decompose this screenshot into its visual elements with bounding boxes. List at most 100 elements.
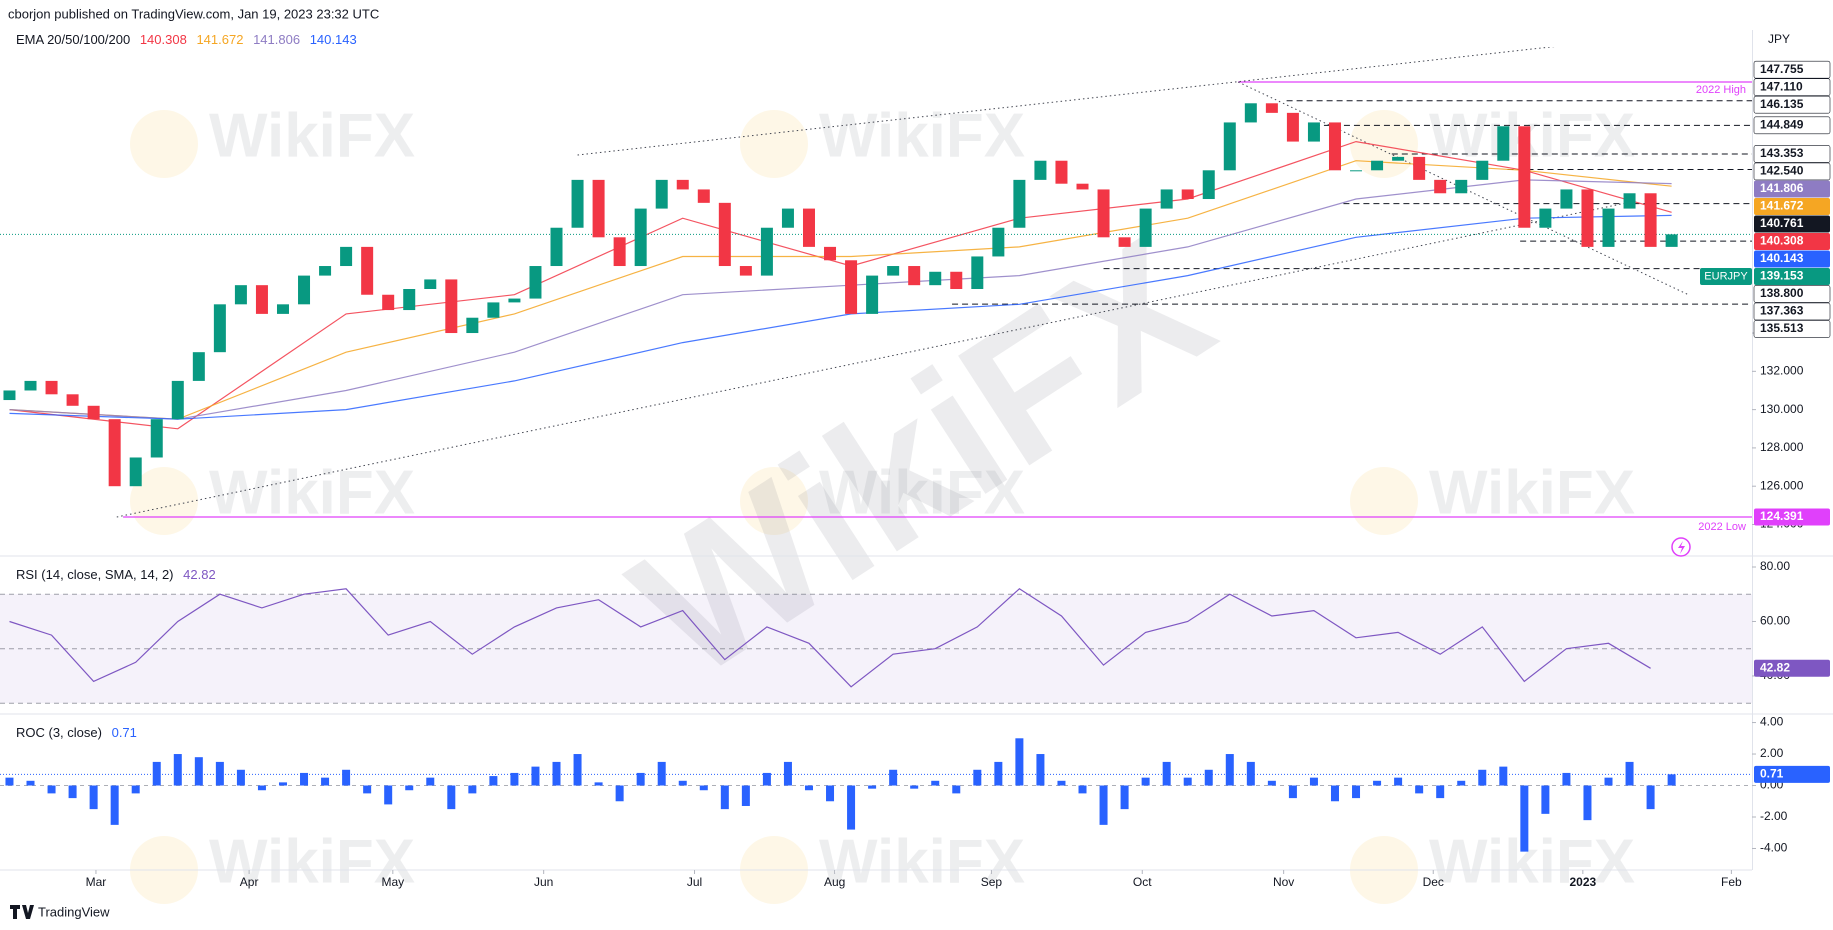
roc-bar — [1499, 766, 1508, 786]
roc-bar — [804, 785, 813, 791]
alert-circle[interactable] — [1671, 537, 1691, 557]
alert-bolt[interactable] — [1678, 541, 1685, 554]
candle-body — [24, 380, 37, 391]
candle-body — [466, 317, 479, 334]
candle-body — [171, 380, 184, 420]
ema-value: 140.308 — [140, 32, 187, 47]
candle-body — [45, 380, 58, 395]
watermark-logo — [740, 467, 808, 535]
price-tag-label: 140.143 — [1760, 251, 1804, 265]
roc-bar — [236, 769, 245, 786]
price-tag — [1754, 232, 1830, 250]
candle-body — [1076, 183, 1089, 190]
candle-body — [424, 279, 437, 290]
roc-bar — [363, 785, 372, 794]
candle-body — [1350, 170, 1363, 172]
roc-bar — [1415, 785, 1424, 794]
roc-bar — [1309, 777, 1318, 786]
candle-body — [1560, 189, 1573, 209]
x-tick-label: Nov — [1273, 875, 1294, 889]
price-tag — [1753, 60, 1831, 79]
roc-title: ROC (3, close) — [16, 725, 102, 740]
candle-body — [1286, 112, 1299, 142]
candle-body — [739, 266, 752, 276]
y-tick-label: 128.000 — [1760, 440, 1804, 454]
roc-bar — [1541, 785, 1550, 814]
roc-bar — [110, 785, 119, 825]
y-tick-label: 60.00 — [1760, 614, 1790, 628]
roc-bar — [1646, 785, 1655, 810]
x-tick-label: Oct — [1133, 875, 1152, 889]
candle-body — [592, 179, 605, 238]
candle-body — [1328, 122, 1341, 171]
roc-bar — [573, 754, 582, 786]
y-tick-label: 2.00 — [1760, 746, 1784, 760]
candle-body — [1581, 189, 1594, 247]
roc-bar — [468, 785, 477, 794]
roc-bar — [257, 785, 266, 791]
price-tag-label: 141.672 — [1760, 199, 1804, 213]
candle-body — [445, 279, 458, 334]
roc-bar — [1520, 785, 1529, 852]
price-tag — [1753, 285, 1831, 303]
price-tag-label: 142.540 — [1760, 164, 1804, 178]
roc-bar — [1078, 785, 1087, 794]
roc-tag-label: 0.71 — [1760, 767, 1784, 781]
roc-bar — [531, 766, 540, 786]
candle-body — [1455, 179, 1468, 194]
brand: TradingView — [38, 904, 110, 919]
candle-body — [529, 266, 542, 299]
roc-bar — [1246, 761, 1255, 786]
candle-body — [382, 294, 395, 311]
candle-body — [298, 275, 311, 305]
y-tick-label: 80.00 — [1760, 559, 1790, 573]
price-tag — [1753, 116, 1831, 135]
x-tick-label: Feb — [1721, 875, 1742, 889]
roc-bar — [657, 761, 666, 786]
price-tag — [1754, 250, 1830, 268]
roc-bar — [762, 772, 771, 786]
roc-bar — [1330, 785, 1339, 802]
candle-body — [1476, 160, 1489, 180]
candle-body — [1644, 193, 1657, 247]
roc-tag — [1754, 765, 1830, 783]
roc-bar — [636, 772, 645, 786]
roc-bar — [1120, 785, 1129, 810]
roc-bar — [342, 769, 351, 786]
price-pane: 2022 High 2022 Low — [0, 47, 1752, 533]
roc-bar — [384, 785, 393, 805]
x-tick-label: Apr — [240, 875, 259, 889]
roc-bar — [826, 785, 835, 802]
candle-body — [487, 302, 500, 318]
candle-body — [1497, 126, 1510, 161]
candle-body — [1202, 170, 1215, 200]
candle-body — [550, 227, 563, 267]
watermark-logo — [130, 110, 198, 178]
currency: JPY — [1768, 32, 1790, 46]
roc-bar — [1625, 761, 1634, 786]
ema-value: 141.806 — [253, 32, 300, 47]
roc-bar — [131, 785, 140, 794]
roc-bar — [910, 785, 919, 789]
candle-body — [908, 266, 921, 286]
roc-bar — [1667, 774, 1676, 786]
roc-bar — [510, 772, 519, 786]
roc-bar — [89, 785, 98, 810]
candle-body — [403, 289, 416, 311]
price-tag-label: 137.363 — [1760, 304, 1804, 318]
price-tag-label: 147.755 — [1760, 62, 1804, 76]
watermark: WikiFX — [209, 827, 415, 896]
ema-line — [9, 214, 1672, 420]
candle-body — [1665, 234, 1678, 247]
rsi-tag — [1754, 659, 1830, 677]
candle-body — [887, 266, 900, 276]
candle-body — [234, 285, 247, 305]
roc-bar — [1352, 785, 1361, 799]
price-tag — [1754, 508, 1830, 526]
roc-bar — [1394, 777, 1403, 786]
candle-body — [1434, 179, 1447, 194]
extreme-label: 2022 Low — [1698, 521, 1746, 533]
price-tag-label: 140.308 — [1760, 234, 1804, 248]
candle-body — [1623, 193, 1636, 209]
alert-icon[interactable] — [1671, 537, 1691, 557]
